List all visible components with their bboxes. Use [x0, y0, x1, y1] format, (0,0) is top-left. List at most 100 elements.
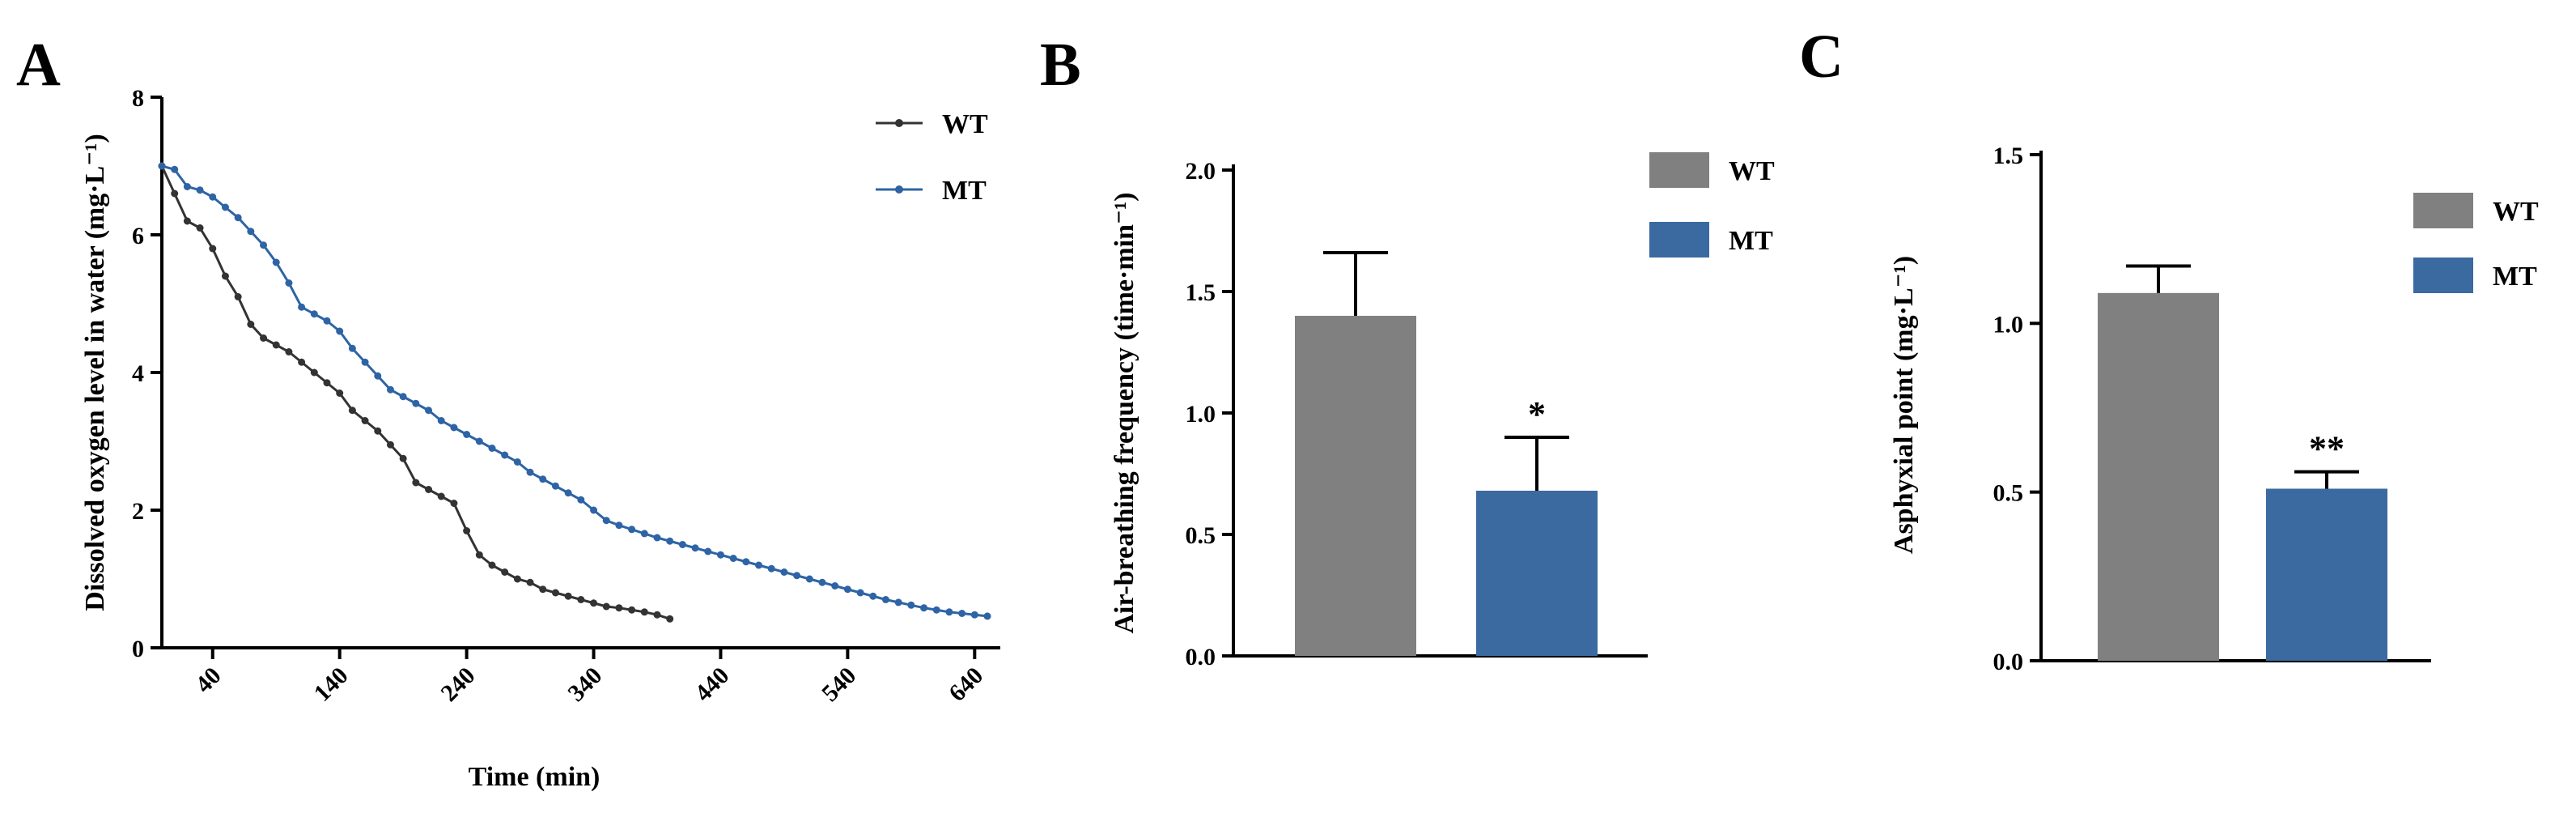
legend-mt-marker	[895, 185, 903, 194]
panel-a-y-ticks: 0 2 4 6 8	[132, 85, 162, 662]
data-point	[323, 379, 331, 387]
data-point	[666, 537, 674, 545]
x-tick-label: 240	[435, 662, 480, 707]
panel-a-series	[158, 162, 991, 623]
y-tick-label: 0.5	[1993, 480, 2024, 507]
data-point	[551, 482, 559, 490]
data-point	[501, 451, 509, 459]
series-line	[160, 165, 671, 620]
y-tick-label: 0.5	[1186, 522, 1216, 549]
panel-c-legend: WT MT	[2413, 193, 2539, 293]
data-point	[336, 327, 344, 335]
data-point	[234, 293, 242, 300]
data-point	[831, 582, 839, 590]
data-point	[348, 406, 356, 415]
x-tick-label: 540	[817, 662, 861, 707]
data-point	[716, 551, 724, 559]
y-tick-label: 0.0	[1993, 649, 2024, 675]
data-point	[361, 417, 369, 424]
data-point	[666, 615, 674, 623]
data-point	[348, 344, 356, 352]
data-point	[183, 183, 191, 190]
data-point	[564, 489, 572, 497]
data-point	[805, 575, 813, 583]
x-tick-label: 440	[690, 662, 734, 707]
legend-mt-swatch	[2413, 258, 2473, 293]
significance-mark: **	[2309, 429, 2345, 469]
data-point	[171, 165, 179, 173]
data-point	[590, 506, 598, 514]
data-point	[374, 372, 382, 380]
bar-wt	[1295, 316, 1416, 656]
data-point	[450, 500, 458, 507]
y-tick-label: 2.0	[1186, 158, 1216, 185]
data-point	[361, 358, 369, 366]
data-point	[691, 544, 699, 552]
legend-mt-label: MT	[2493, 262, 2537, 292]
data-point	[209, 245, 217, 253]
data-point	[539, 475, 547, 483]
bar-group-mt: *	[1476, 394, 1598, 656]
panel-a-y-label: Dissolved oxygen level in water (mg·L⁻¹)	[80, 134, 110, 611]
data-point	[793, 572, 801, 580]
data-point	[704, 547, 712, 555]
y-tick-label: 0.0	[1186, 644, 1216, 670]
significance-mark: *	[1528, 394, 1546, 434]
data-point	[894, 598, 902, 607]
data-point	[856, 589, 864, 597]
data-point	[526, 578, 534, 586]
data-point	[437, 417, 445, 424]
panel-c-y-ticks: 0.0 0.5 1.0 1.5	[1993, 143, 2041, 675]
bar-mt	[2266, 488, 2387, 661]
data-point	[298, 358, 306, 366]
data-point	[260, 241, 268, 249]
data-point	[260, 334, 268, 342]
legend-wt-swatch	[2413, 193, 2473, 228]
series-line	[161, 164, 988, 618]
data-point	[298, 303, 306, 311]
data-point	[425, 406, 433, 415]
data-point	[247, 321, 255, 328]
data-point	[399, 393, 407, 401]
legend-wt-label: WT	[1729, 156, 1775, 186]
bar-wt	[2098, 292, 2219, 661]
data-point	[767, 564, 775, 573]
data-point	[653, 611, 661, 619]
series-mt	[158, 162, 991, 620]
data-point	[285, 279, 293, 287]
panel-b-y-ticks: 0.0 0.5 1.0 1.5 2.0	[1186, 158, 1233, 670]
data-point	[488, 445, 496, 452]
y-tick-label: 1.0	[1186, 401, 1216, 428]
data-point	[640, 608, 648, 616]
data-point	[640, 530, 648, 538]
data-point	[323, 317, 331, 325]
legend-wt-swatch	[1649, 152, 1709, 188]
y-tick-label: 1.5	[1993, 143, 2024, 169]
data-point	[475, 551, 483, 559]
legend-wt-label: WT	[942, 109, 988, 139]
data-point	[336, 389, 344, 397]
bar-group-wt	[1295, 251, 1416, 656]
data-point	[526, 468, 534, 476]
data-point	[983, 612, 991, 620]
data-point	[412, 399, 420, 407]
bar-mt	[1476, 491, 1598, 656]
data-point	[932, 606, 940, 614]
series-wt	[158, 162, 674, 623]
panel-b: B 0.0 0.5 1.0 1.5 2.0 * Air-breathing freque…	[1040, 31, 1775, 670]
data-point	[475, 437, 483, 445]
panel-c-y-label: Asphyxial point (mg·L⁻¹)	[1889, 256, 1919, 554]
data-point	[310, 368, 318, 377]
y-tick-label: 1.5	[1186, 279, 1216, 306]
data-point	[247, 228, 255, 236]
data-point	[221, 203, 229, 211]
data-point	[196, 224, 204, 232]
x-tick-label: 340	[562, 662, 607, 707]
data-point	[412, 479, 420, 487]
bar-group-wt	[2098, 264, 2219, 661]
data-point	[386, 385, 394, 394]
panel-b-letter: B	[1040, 31, 1081, 99]
y-tick-label: 0	[132, 636, 144, 662]
data-point	[564, 592, 572, 600]
